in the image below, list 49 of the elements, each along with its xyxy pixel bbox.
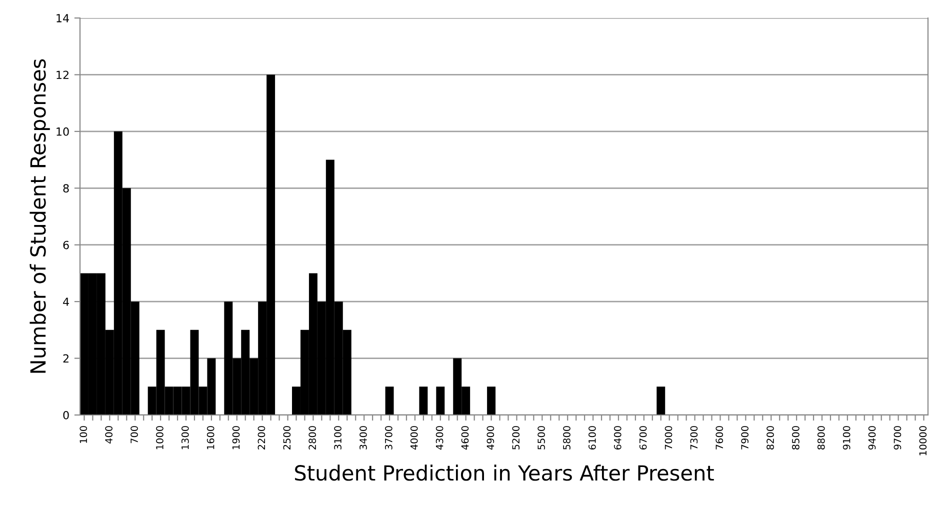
x-tick-label: 2500 (283, 426, 291, 450)
x-axis-title: Student Prediction in Years After Present (295, 464, 714, 481)
x-tick-label: 1600 (206, 426, 214, 450)
y-tick-label: 6 (63, 240, 69, 250)
x-tick-label: 10000 (919, 426, 927, 456)
x-tick-label: 100 (80, 426, 88, 443)
x-tick-label: 1300 (181, 426, 189, 450)
x-tick-label: 9400 (868, 426, 876, 450)
x-tick-label: 7300 (690, 426, 698, 450)
x-tick-label: 7900 (741, 426, 748, 450)
x-tick-label: 3100 (334, 426, 342, 450)
bar (419, 386, 428, 415)
y-axis-title: Number of Student Responses (30, 59, 50, 373)
x-tick-label: 1900 (232, 426, 240, 450)
y-tick-label: 2 (63, 354, 68, 363)
y-tick-label: 12 (56, 70, 68, 79)
x-tick-label: 5200 (512, 426, 520, 450)
x-tick-label: 2200 (258, 426, 266, 450)
x-tick-label: 1000 (156, 426, 164, 450)
x-tick-label: 5500 (538, 426, 545, 450)
x-tick-label: 6400 (614, 426, 622, 450)
x-tick-label: 4900 (486, 426, 494, 450)
x-tick-label: 8800 (817, 426, 825, 450)
y-tick-label: 14 (56, 14, 69, 22)
bar (656, 386, 666, 415)
y-tick-label: 0 (63, 410, 69, 420)
x-tick-label: 8500 (792, 426, 800, 450)
x-tick-label: 7600 (716, 426, 724, 450)
x-tick-label: 9100 (842, 426, 850, 450)
x-tick-label: 3400 (360, 426, 367, 450)
bar (436, 386, 445, 415)
x-tick-label: 4600 (461, 426, 469, 450)
x-tick-label: 6100 (588, 426, 596, 450)
x-tick-label: 700 (130, 426, 138, 444)
x-tick-label: 4300 (436, 426, 444, 450)
x-tick-label: 9700 (894, 426, 902, 450)
x-tick-label: 400 (105, 426, 112, 444)
x-tick-label: 7000 (664, 426, 672, 450)
y-tick-label: 8 (63, 184, 69, 193)
x-tick-label: 2800 (308, 426, 316, 450)
bar (385, 386, 394, 415)
bar (487, 386, 496, 415)
x-tick-label: 3700 (384, 426, 392, 450)
x-tick-label: 4000 (410, 426, 418, 450)
y-tick-label: 4 (63, 298, 69, 306)
y-tick-label: 10 (56, 127, 69, 136)
x-tick-label: 6700 (639, 426, 647, 450)
x-tick-label: 5800 (563, 426, 570, 450)
x-tick-label: 8200 (766, 426, 774, 450)
